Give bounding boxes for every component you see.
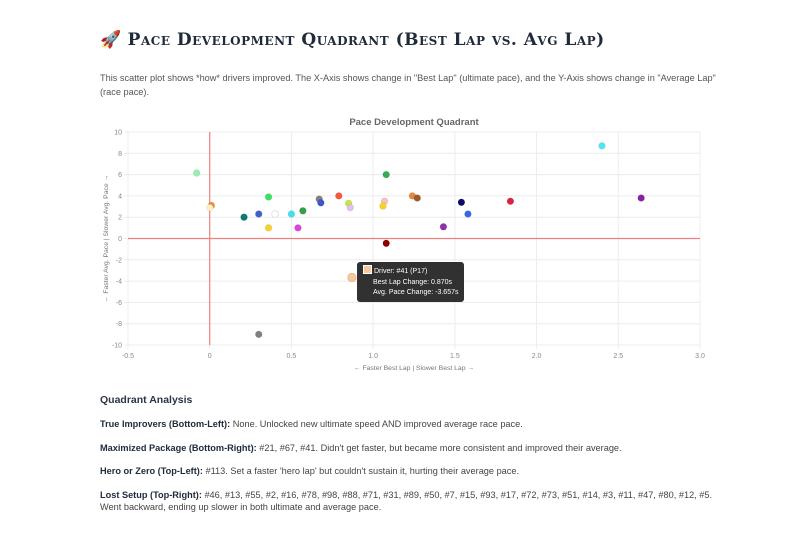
x-axis-label: ← Faster Best Lap | Slower Best Lap → — [354, 365, 474, 372]
hovered-data-point — [347, 272, 357, 283]
analysis-heading: Quadrant Analysis — [100, 394, 193, 406]
y-tick-label: 6 — [118, 172, 122, 179]
data-point[interactable] — [637, 194, 645, 202]
data-point[interactable] — [299, 207, 307, 215]
tooltip-driver: Driver: #41 (P17) — [374, 268, 428, 275]
y-tick-label: -4 — [116, 279, 122, 286]
scatter-chart[interactable]: Pace Development Quadrant -0.5 0 0.5 1.0 1.5 2… — [100, 112, 720, 377]
analysis-item-hero-or-zero: Hero or Zero (Top-Left): #113. Set a fas… — [100, 466, 520, 476]
rocket-icon: 🚀 — [100, 30, 122, 50]
data-point[interactable] — [317, 199, 325, 207]
analysis-item-lost-setup: Lost Setup (Top-Right): #46, #13, #55, #… — [100, 489, 713, 513]
x-tick-label: 3.0 — [695, 353, 705, 360]
page-title: 🚀 Pace Development Quadrant (Best Lap vs.… — [100, 30, 605, 50]
quadrant-analysis: Quadrant Analysis True Improvers (Bottom… — [100, 394, 720, 525]
x-tick-label: -0.5 — [122, 353, 134, 360]
data-point[interactable] — [598, 142, 606, 150]
data-point[interactable] — [264, 224, 273, 232]
y-axis-label: ← Faster Avg. Pace | Slower Avg. Pace → — [103, 175, 110, 303]
y-tick-label: 8 — [118, 151, 122, 158]
y-tick-label: -6 — [116, 300, 122, 307]
analysis-item-maximized-package: Maximized Package (Bottom-Right): #21, #… — [100, 442, 622, 453]
data-point[interactable] — [335, 192, 343, 200]
y-tick-label: -8 — [116, 321, 122, 328]
chart-description: This scatter plot shows *how* drivers im… — [100, 73, 716, 97]
data-point[interactable] — [457, 198, 466, 207]
tooltip-swatch — [363, 265, 372, 274]
y-tick-label: -10 — [112, 343, 122, 350]
x-tick-label: 2.0 — [532, 353, 542, 360]
x-tick-label: 1.5 — [450, 353, 460, 360]
data-point[interactable] — [254, 330, 263, 339]
y-tick-label: 2 — [118, 215, 122, 222]
chart-tooltip: Driver: #41 (P17) Best Lap Change: 0.870… — [357, 262, 465, 302]
data-point[interactable] — [294, 224, 302, 232]
y-tick-label: 0 — [118, 236, 122, 243]
data-point[interactable] — [382, 170, 391, 179]
data-point[interactable] — [346, 203, 355, 212]
x-tick-label: 1.0 — [368, 353, 378, 360]
chart-title: Pace Development Quadrant — [349, 117, 479, 128]
y-tick-label: 4 — [118, 193, 122, 200]
data-point[interactable] — [382, 239, 391, 248]
x-tick-label: 0 — [208, 353, 212, 360]
data-point[interactable] — [254, 210, 263, 218]
page-title-text: Pace Development Quadrant (Best Lap vs. … — [127, 30, 605, 50]
data-point[interactable] — [439, 222, 448, 231]
data-point[interactable] — [413, 194, 422, 202]
y-tick-label: -2 — [116, 257, 122, 264]
data-point[interactable] — [379, 202, 387, 210]
chart-canvas[interactable]: Pace Development Quadrant -0.5 0 0.5 1.0 1.5 2… — [100, 112, 720, 377]
data-point[interactable] — [287, 210, 296, 218]
data-point[interactable] — [264, 193, 273, 201]
data-point[interactable] — [240, 213, 248, 221]
data-point[interactable] — [205, 203, 214, 212]
tooltip-avg-pace: Avg. Pace Change: -3.657s — [373, 289, 459, 296]
data-point[interactable] — [192, 169, 201, 177]
data-point[interactable] — [464, 210, 472, 218]
x-tick-label: 0.5 — [287, 353, 297, 360]
tooltip-best-lap: Best Lap Change: 0.870s — [373, 278, 453, 286]
y-tick-label: 10 — [114, 130, 122, 137]
analysis-item-true-improvers: True Improvers (Bottom-Left): None. Unlo… — [100, 419, 523, 429]
data-point[interactable] — [506, 197, 515, 206]
x-tick-label: 2.5 — [613, 353, 623, 360]
data-point[interactable] — [271, 210, 279, 218]
